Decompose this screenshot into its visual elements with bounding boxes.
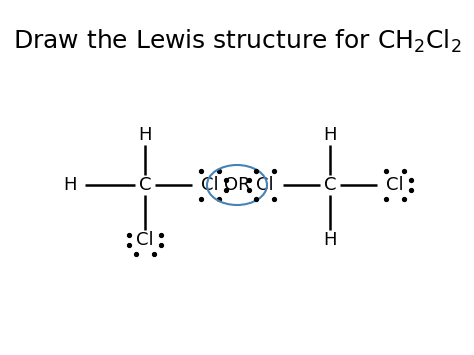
Text: C: C bbox=[324, 176, 336, 194]
Text: Draw the Lewis structure for CH$_2$Cl$_2$: Draw the Lewis structure for CH$_2$Cl$_2… bbox=[13, 28, 461, 55]
Text: Cl: Cl bbox=[386, 176, 404, 194]
Text: Cl: Cl bbox=[201, 176, 219, 194]
Text: Cl: Cl bbox=[136, 231, 154, 249]
Text: H: H bbox=[323, 231, 337, 249]
Text: H: H bbox=[63, 176, 77, 194]
Text: C: C bbox=[139, 176, 151, 194]
Text: OR: OR bbox=[224, 176, 250, 194]
Text: H: H bbox=[323, 126, 337, 144]
Text: H: H bbox=[138, 126, 152, 144]
Text: Cl: Cl bbox=[256, 176, 274, 194]
